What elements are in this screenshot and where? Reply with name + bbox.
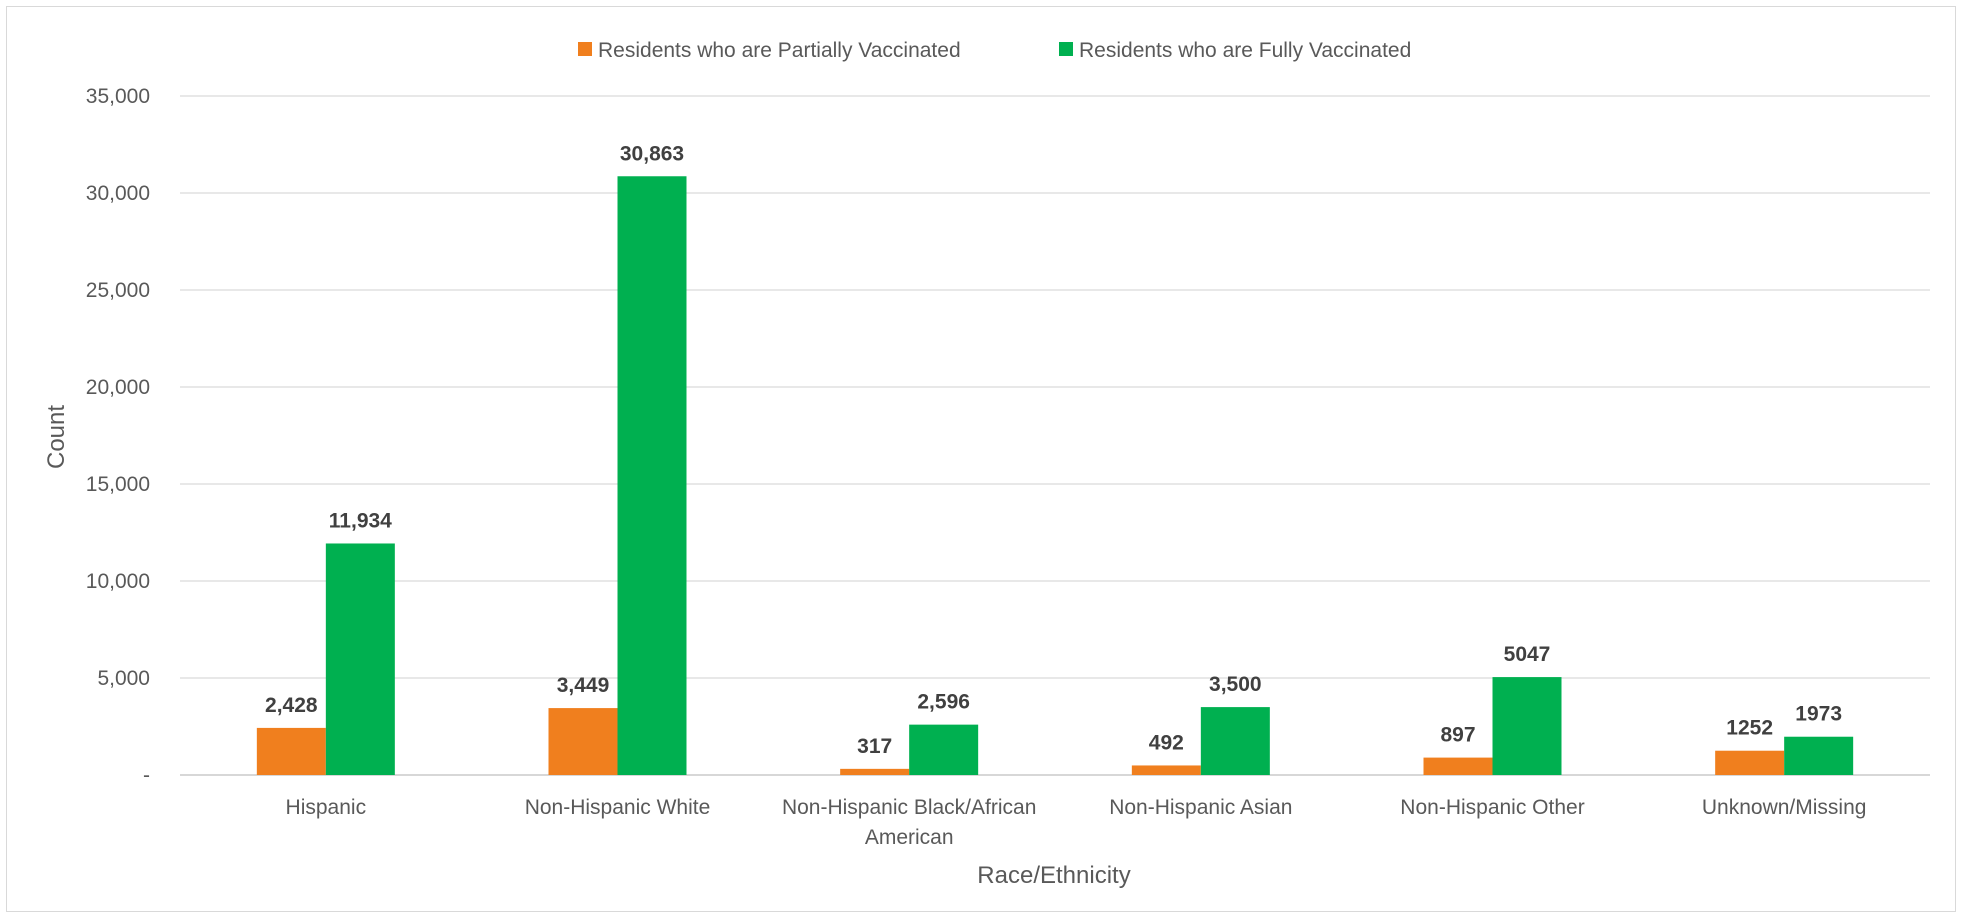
y-tick-label: 35,000 (86, 85, 150, 108)
bar-full (909, 724, 979, 775)
y-tick-label: 30,000 (86, 182, 150, 205)
legend-label: Residents who are Fully Vaccinated (1079, 39, 1411, 62)
legend-swatch (1059, 42, 1073, 56)
data-label: 5047 (1504, 643, 1551, 666)
bars (256, 176, 1854, 775)
x-tick-label: Non-Hispanic Other (1400, 796, 1584, 819)
data-label: 897 (1440, 724, 1475, 747)
x-tick-label: Non-Hispanic Asian (1109, 796, 1292, 819)
data-label: 1252 (1726, 717, 1773, 740)
bar-partial (1423, 757, 1493, 775)
bar-full (1784, 736, 1854, 775)
data-label: 317 (857, 735, 892, 758)
bar-partial (548, 708, 618, 775)
x-tick-label: Non-Hispanic Black/African American (782, 796, 1036, 849)
data-label: 2,596 (917, 691, 970, 714)
data-label: 3,500 (1209, 673, 1262, 696)
y-tick-label: - (143, 764, 150, 787)
x-axis-title: Race/Ethnicity (977, 862, 1130, 889)
y-tick-label: 20,000 (86, 376, 150, 399)
data-label: 2,428 (265, 694, 318, 717)
x-axis-ticks: Hispanic Non-Hispanic White Non-Hispanic B… (286, 796, 1867, 849)
y-tick-label: 5,000 (97, 667, 150, 690)
y-tick-label: 25,000 (86, 279, 150, 302)
y-tick-label: 10,000 (86, 570, 150, 593)
data-label: 1973 (1795, 703, 1842, 726)
x-tick-label: Unknown/Missing (1702, 796, 1867, 819)
legend-swatch (578, 42, 592, 56)
y-axis-ticks: - 5,000 10,000 15,000 20,000 25,000 30,000 35,0… (86, 85, 150, 787)
y-tick-label: 15,000 (86, 473, 150, 496)
bar-full (617, 176, 687, 775)
bar-full (1492, 677, 1562, 775)
legend: Residents who are Partially Vaccinated Re… (578, 39, 1411, 62)
data-label: 3,449 (557, 674, 610, 697)
data-label: 30,863 (620, 142, 684, 165)
bar-partial (840, 768, 910, 775)
bar-partial (1131, 765, 1201, 775)
x-tick-label: Non-Hispanic White (525, 796, 711, 819)
legend-label: Residents who are Partially Vaccinated (598, 39, 961, 62)
x-tick-label: Hispanic (286, 796, 367, 819)
data-label: 11,934 (329, 509, 392, 532)
bar-full (325, 543, 395, 775)
data-label: 492 (1149, 731, 1184, 754)
bar-full (1200, 707, 1270, 775)
gridlines (180, 95, 1930, 776)
data-labels: 2,428 3,449 317 492 897 1252 11,934 30,863 2,596… (265, 142, 1842, 758)
bar-partial (1715, 750, 1785, 775)
y-axis-title: Count (43, 405, 70, 469)
bar-partial (256, 727, 326, 775)
